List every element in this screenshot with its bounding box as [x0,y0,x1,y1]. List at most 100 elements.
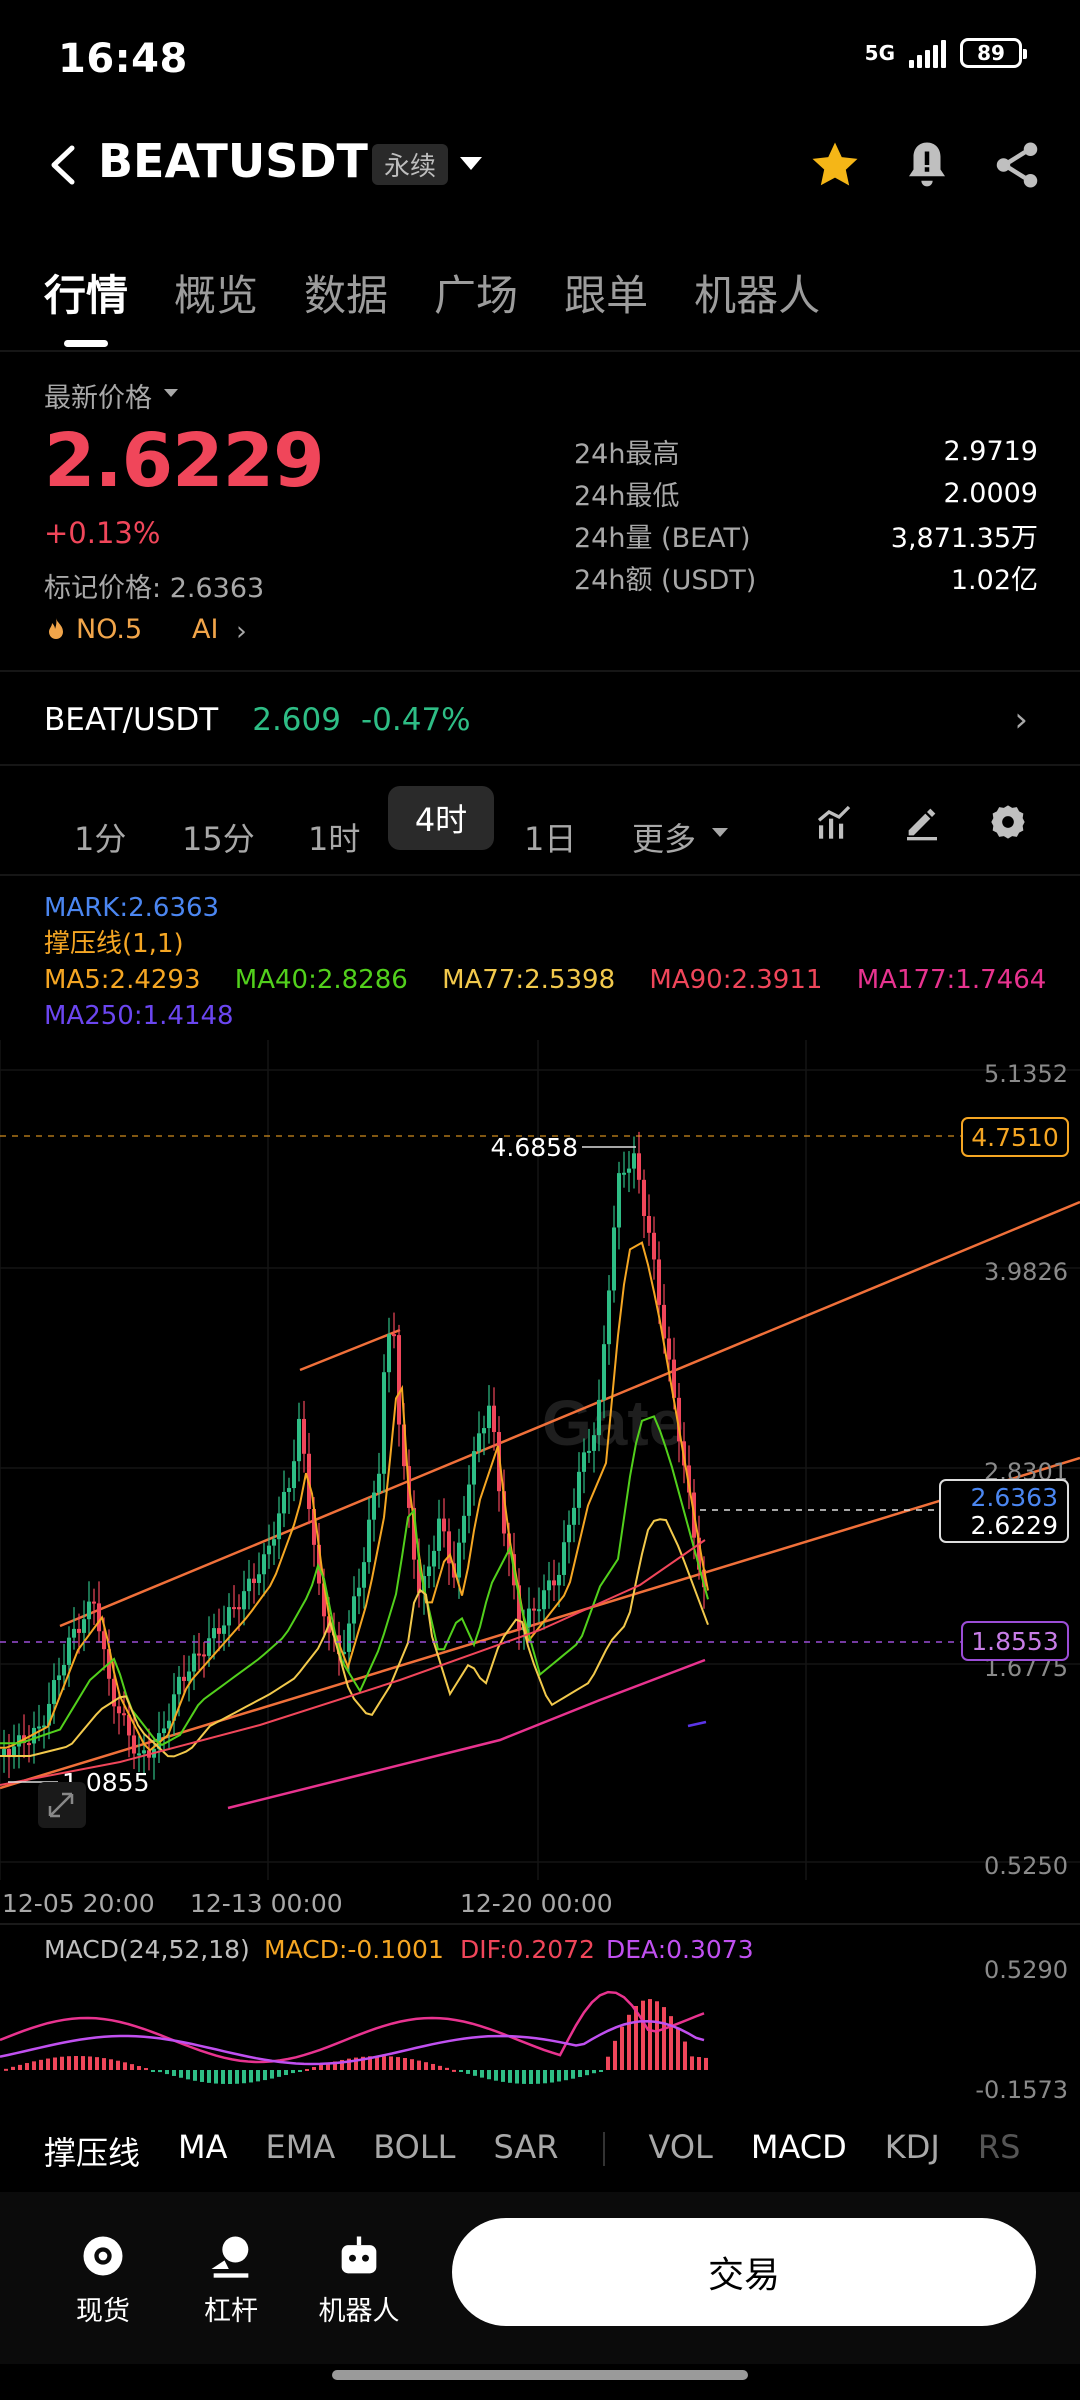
candle-body [7,1748,11,1758]
more-caret-icon[interactable] [712,828,728,837]
battery-level: 89 [977,41,1005,65]
indicator-vol[interactable]: VOL [648,2128,713,2166]
back-arrow-icon[interactable] [44,140,84,190]
candle-body [62,1664,66,1676]
symbol-title[interactable]: BEATUSDT [98,134,368,188]
spot-chevron-icon[interactable]: › [1014,700,1028,740]
macd-bar [515,2070,519,2084]
macd-bar [200,2070,204,2082]
interval-more[interactable]: 更多 [632,820,697,858]
indicator-boll[interactable]: BOLL [373,2128,456,2166]
share-icon[interactable] [990,138,1044,192]
candle-body [47,1703,51,1726]
interval-1m[interactable]: 1分 [74,820,127,858]
candle-body [217,1628,221,1634]
nav-spot[interactable]: 现货 [48,2230,158,2328]
indicator-rsi[interactable]: RS [977,2128,1021,2166]
price-chart[interactable]: Gate 5.1352 3.9826 2.8301 1.6775 0.5250 … [0,1040,1080,2100]
stat-row: 24h最高 2.9719 [574,430,1038,472]
symbol-dropdown-icon[interactable] [460,157,482,170]
candle-body [302,1418,306,1454]
interval-15m[interactable]: 15分 [182,820,255,858]
status-icons: 5G 89 [865,38,1027,68]
indicator-icon[interactable] [814,802,854,842]
expand-icon[interactable] [48,1792,74,1818]
indicator-sar[interactable]: SAR [493,2128,559,2166]
candle-body [27,1743,31,1746]
macd-bar [606,2056,610,2070]
indicator-ema[interactable]: EMA [265,2128,336,2166]
candle-body [662,1304,666,1339]
tab-square[interactable]: 广场 [434,271,519,320]
macd-bar [326,2063,330,2070]
draw-pen-icon[interactable] [902,802,942,842]
interval-1h[interactable]: 1时 [308,820,361,858]
candle-body [627,1168,631,1173]
macd-bar [494,2070,498,2081]
candle-body [247,1578,251,1592]
candle-body [542,1590,546,1610]
macd-bar [137,2066,141,2070]
candle-body [232,1607,236,1610]
macd-y-bottom: -0.1573 [975,2076,1068,2100]
stat-value: 1.02亿 [950,564,1038,596]
ai-chevron-icon[interactable]: › [236,616,247,647]
tab-data[interactable]: 数据 [304,271,389,320]
macd-bar [11,2066,15,2070]
candle-body [137,1753,141,1756]
indicator-kdj[interactable]: KDJ [884,2128,940,2166]
macd-bar [123,2062,127,2070]
indicator-ma[interactable]: MA [178,2128,228,2166]
y-tick: 0.5250 [984,1852,1068,1880]
candle-body [617,1173,621,1228]
indicator-support-line[interactable]: 撑压线 [44,2134,141,2172]
x-tick: 12-20 00:00 [460,1889,613,1918]
price-alert-bell-icon[interactable] [900,138,954,192]
favorite-star-icon[interactable] [808,138,862,192]
candle-body [667,1338,671,1360]
tab-bots[interactable]: 机器人 [694,271,821,320]
price-type-caret-icon[interactable] [164,389,178,397]
signal-icon [909,38,946,68]
macd-bar [417,2060,421,2070]
candle-body [267,1545,271,1555]
macd-bar [592,2070,596,2074]
chart-settings-gear-icon[interactable] [988,802,1028,842]
candle-body [672,1359,676,1398]
nav-margin[interactable]: 杠杆 [176,2230,286,2328]
rank-badge[interactable]: NO.5 [44,614,142,645]
macd-dif: DIF:0.2072 [460,1935,595,1964]
macd-bar [683,2041,687,2070]
price-type-label[interactable]: 最新价格 [44,383,152,414]
macd-bar [165,2070,169,2075]
candle-body [157,1733,161,1749]
candle-body [222,1625,226,1634]
macd-bar [256,2070,260,2082]
interval-4h[interactable]: 4时 [388,786,494,850]
candle-body [397,1335,401,1425]
nav-bots[interactable]: 机器人 [304,2230,414,2328]
candle-body [387,1334,391,1373]
indicator-macd[interactable]: MACD [750,2128,847,2166]
ai-link[interactable]: AI [192,614,219,645]
macd-bar [438,2065,442,2070]
tab-overview[interactable]: 概览 [174,271,259,320]
candle-body [507,1533,511,1555]
trade-button[interactable]: 交易 [452,2218,1036,2326]
interval-1d[interactable]: 1日 [524,820,577,858]
candle-body [592,1435,596,1451]
macd-bar [347,2058,351,2070]
spot-pair-row[interactable]: BEAT/USDT 2.609 -0.47% [44,702,471,738]
macd-bar [389,2056,393,2070]
candle-body [297,1418,301,1462]
candle-body [392,1334,396,1337]
tab-copy-trading[interactable]: 跟单 [564,271,649,320]
price-tag-top: 4.7510 [971,1123,1058,1152]
tab-market[interactable]: 行情 [44,271,129,320]
macd-bar [25,2063,29,2070]
divider [0,670,1080,672]
price-change: +0.13% [44,516,161,550]
x-tick: 12-05 20:00 [2,1889,155,1918]
moving-averages [0,1241,709,1810]
last-price: 2.6229 [44,418,325,504]
